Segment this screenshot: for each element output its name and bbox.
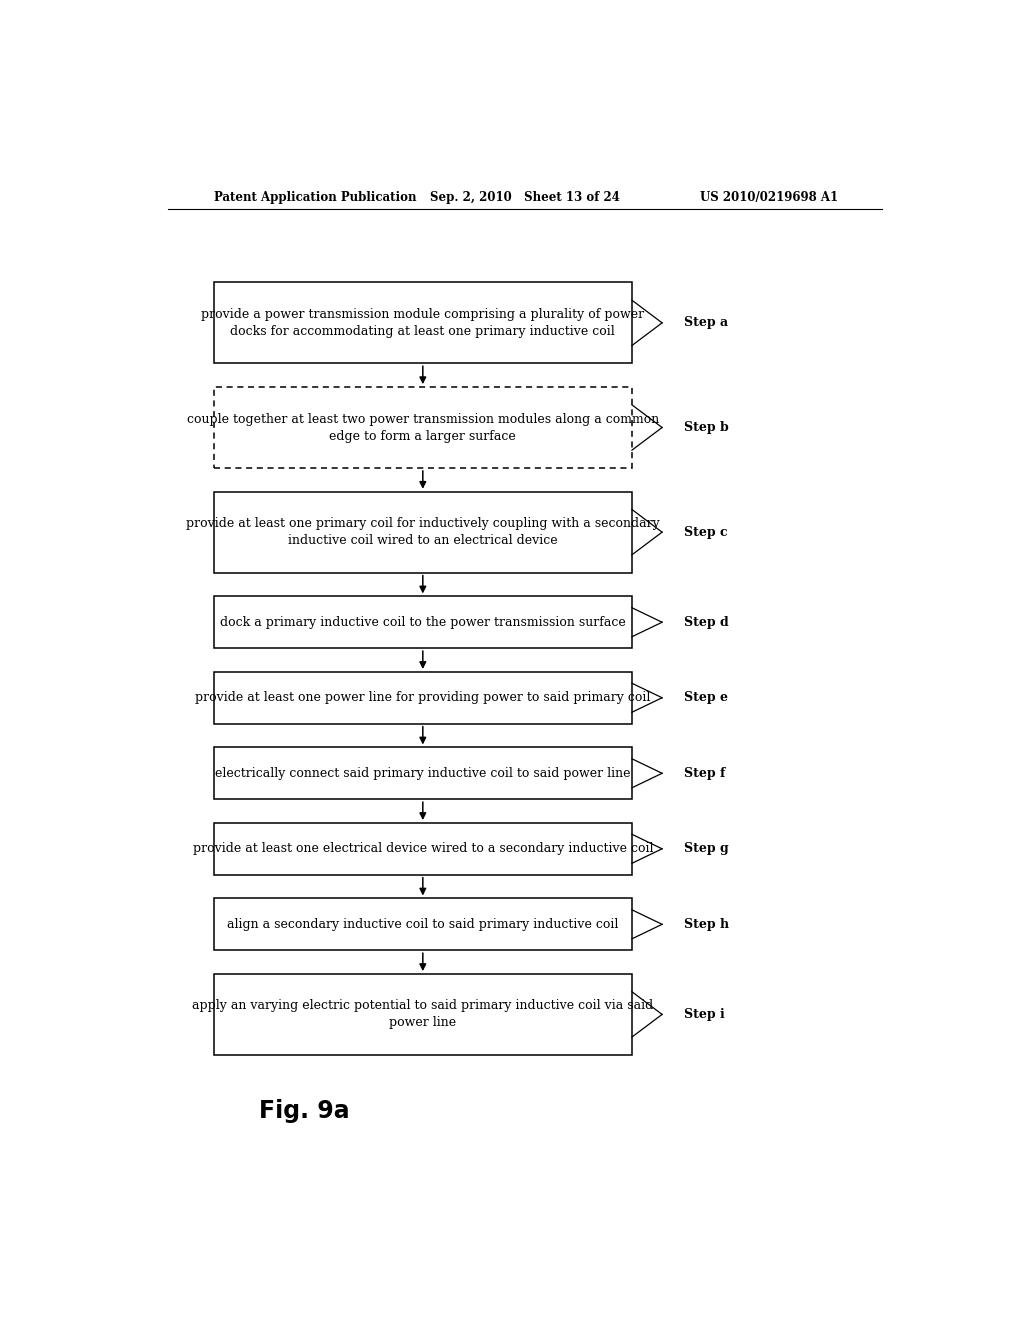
Text: Sep. 2, 2010   Sheet 13 of 24: Sep. 2, 2010 Sheet 13 of 24 bbox=[430, 190, 620, 203]
Text: Step a: Step a bbox=[684, 317, 728, 330]
Text: apply an varying electric potential to said primary inductive coil via said
powe: apply an varying electric potential to s… bbox=[193, 999, 653, 1030]
Text: provide at least one power line for providing power to said primary coil: provide at least one power line for prov… bbox=[196, 692, 650, 705]
Text: Patent Application Publication: Patent Application Publication bbox=[214, 190, 416, 203]
Text: Step f: Step f bbox=[684, 767, 725, 780]
Text: align a secondary inductive coil to said primary inductive coil: align a secondary inductive coil to said… bbox=[227, 917, 618, 931]
Text: provide at least one primary coil for inductively coupling with a secondary
indu: provide at least one primary coil for in… bbox=[186, 517, 659, 548]
Text: Step c: Step c bbox=[684, 525, 727, 539]
Text: electrically connect said primary inductive coil to said power line: electrically connect said primary induct… bbox=[215, 767, 631, 780]
Text: dock a primary inductive coil to the power transmission surface: dock a primary inductive coil to the pow… bbox=[220, 615, 626, 628]
Text: Fig. 9a: Fig. 9a bbox=[259, 1098, 349, 1123]
Text: US 2010/0219698 A1: US 2010/0219698 A1 bbox=[700, 190, 839, 203]
Text: Step h: Step h bbox=[684, 917, 729, 931]
Bar bbox=[214, 282, 632, 363]
Bar bbox=[214, 974, 632, 1055]
Text: provide a power transmission module comprising a plurality of power
docks for ac: provide a power transmission module comp… bbox=[202, 308, 644, 338]
Bar bbox=[214, 491, 632, 573]
Bar bbox=[214, 597, 632, 648]
Text: Step b: Step b bbox=[684, 421, 728, 434]
Bar bbox=[214, 899, 632, 950]
Text: couple together at least two power transmission modules along a common
edge to f: couple together at least two power trans… bbox=[186, 413, 659, 442]
Text: provide at least one electrical device wired to a secondary inductive coil: provide at least one electrical device w… bbox=[193, 842, 653, 855]
Text: Step e: Step e bbox=[684, 692, 727, 705]
Bar bbox=[214, 672, 632, 723]
Text: Step g: Step g bbox=[684, 842, 728, 855]
Text: Step d: Step d bbox=[684, 615, 728, 628]
Bar bbox=[214, 822, 632, 875]
Bar bbox=[214, 747, 632, 799]
Text: Step i: Step i bbox=[684, 1008, 724, 1020]
Bar bbox=[214, 387, 632, 469]
